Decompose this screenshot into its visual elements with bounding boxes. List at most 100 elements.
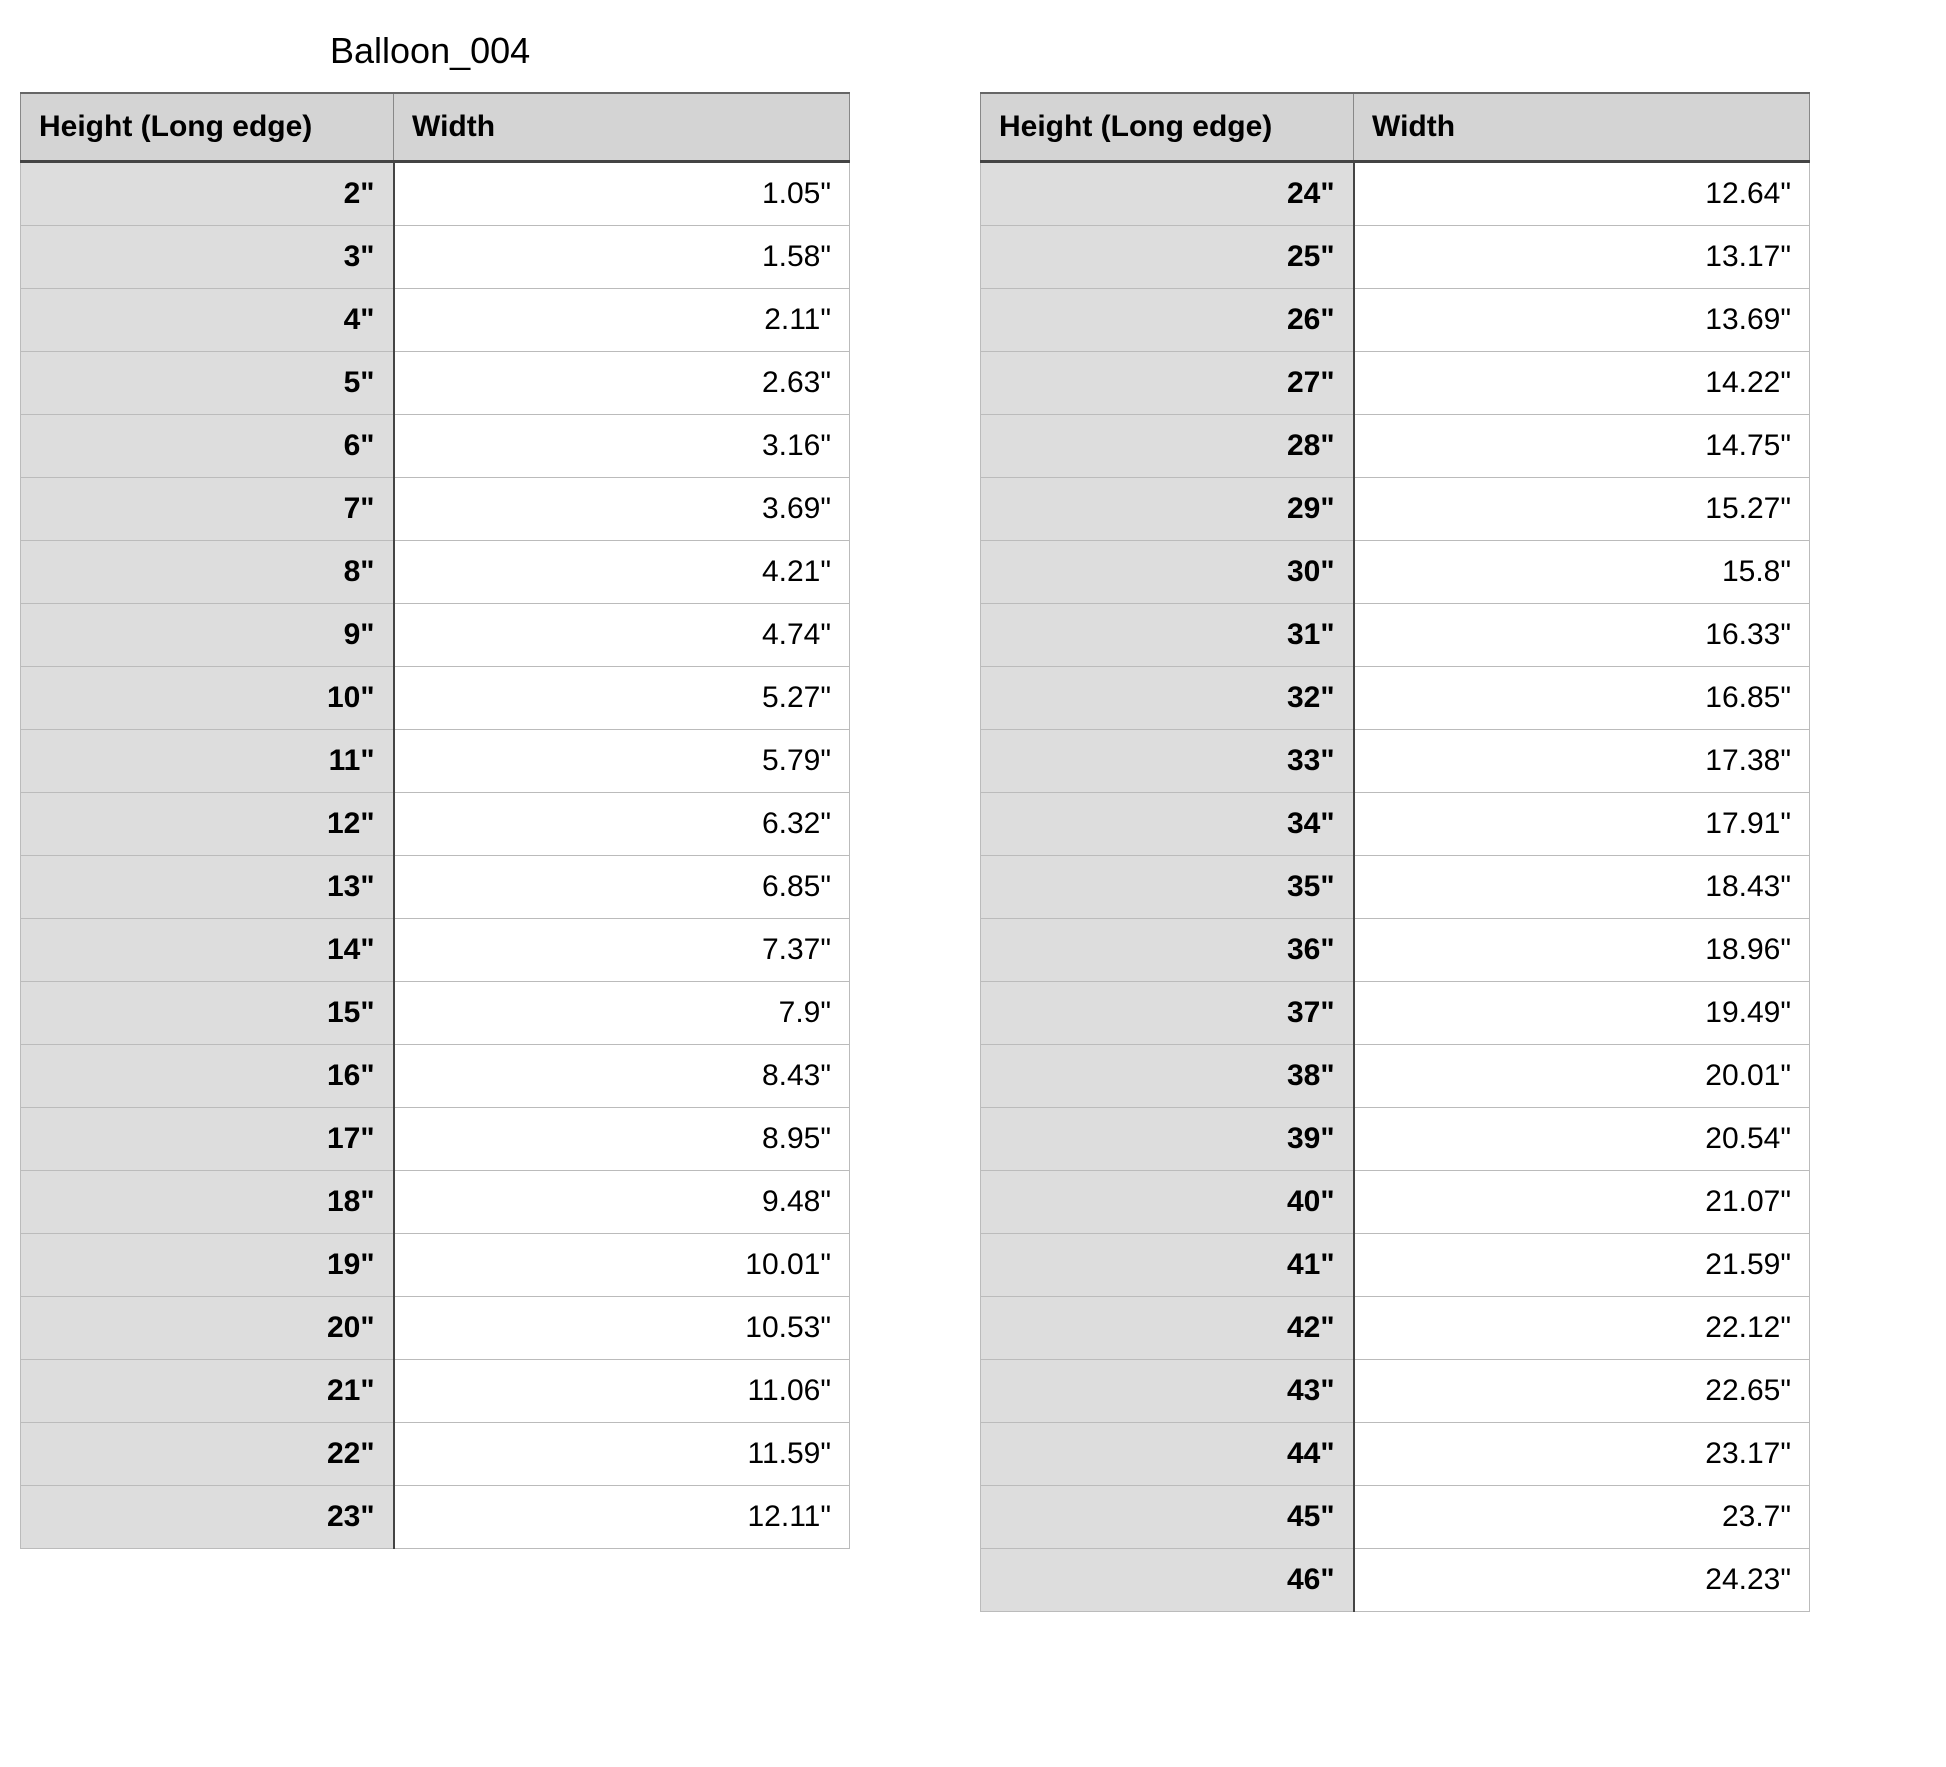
table-row: 43"22.65" bbox=[981, 1360, 1810, 1423]
table-row: 10"5.27" bbox=[21, 667, 850, 730]
height-cell: 18" bbox=[21, 1171, 394, 1234]
table-row: 37"19.49" bbox=[981, 982, 1810, 1045]
table-row: 23"12.11" bbox=[21, 1486, 850, 1549]
table-row: 42"22.12" bbox=[981, 1297, 1810, 1360]
width-cell: 14.75" bbox=[1354, 415, 1810, 478]
width-cell: 15.8" bbox=[1354, 541, 1810, 604]
height-cell: 12" bbox=[21, 793, 394, 856]
width-cell: 18.43" bbox=[1354, 856, 1810, 919]
table-row: 32"16.85" bbox=[981, 667, 1810, 730]
width-cell: 2.63" bbox=[394, 352, 850, 415]
width-cell: 24.23" bbox=[1354, 1549, 1810, 1612]
height-cell: 41" bbox=[981, 1234, 1354, 1297]
width-cell: 13.17" bbox=[1354, 226, 1810, 289]
width-cell: 3.16" bbox=[394, 415, 850, 478]
table-row: 39"20.54" bbox=[981, 1108, 1810, 1171]
width-cell: 7.37" bbox=[394, 919, 850, 982]
width-cell: 19.49" bbox=[1354, 982, 1810, 1045]
height-cell: 45" bbox=[981, 1486, 1354, 1549]
width-cell: 1.05" bbox=[394, 162, 850, 226]
height-cell: 31" bbox=[981, 604, 1354, 667]
table-row: 17"8.95" bbox=[21, 1108, 850, 1171]
table-row: 11"5.79" bbox=[21, 730, 850, 793]
height-cell: 5" bbox=[21, 352, 394, 415]
table-body-left: 2"1.05"3"1.58"4"2.11"5"2.63"6"3.16"7"3.6… bbox=[21, 162, 850, 1549]
height-cell: 7" bbox=[21, 478, 394, 541]
width-cell: 17.38" bbox=[1354, 730, 1810, 793]
height-cell: 23" bbox=[21, 1486, 394, 1549]
table-row: 31"16.33" bbox=[981, 604, 1810, 667]
width-cell: 14.22" bbox=[1354, 352, 1810, 415]
table-row: 34"17.91" bbox=[981, 793, 1810, 856]
width-cell: 7.9" bbox=[394, 982, 850, 1045]
table-row: 45"23.7" bbox=[981, 1486, 1810, 1549]
height-cell: 19" bbox=[21, 1234, 394, 1297]
height-cell: 25" bbox=[981, 226, 1354, 289]
height-cell: 14" bbox=[21, 919, 394, 982]
size-table-right: Height (Long edge) Width 24"12.64"25"13.… bbox=[980, 92, 1810, 1612]
table-row: 38"20.01" bbox=[981, 1045, 1810, 1108]
height-cell: 43" bbox=[981, 1360, 1354, 1423]
height-cell: 38" bbox=[981, 1045, 1354, 1108]
height-cell: 44" bbox=[981, 1423, 1354, 1486]
height-cell: 9" bbox=[21, 604, 394, 667]
height-cell: 42" bbox=[981, 1297, 1354, 1360]
width-cell: 10.53" bbox=[394, 1297, 850, 1360]
height-cell: 13" bbox=[21, 856, 394, 919]
table-row: 44"23.17" bbox=[981, 1423, 1810, 1486]
table-row: 14"7.37" bbox=[21, 919, 850, 982]
table-row: 35"18.43" bbox=[981, 856, 1810, 919]
table-header-row: Height (Long edge) Width bbox=[21, 93, 850, 162]
height-cell: 27" bbox=[981, 352, 1354, 415]
height-cell: 35" bbox=[981, 856, 1354, 919]
width-cell: 8.95" bbox=[394, 1108, 850, 1171]
width-cell: 12.11" bbox=[394, 1486, 850, 1549]
column-header-height: Height (Long edge) bbox=[21, 93, 394, 162]
height-cell: 29" bbox=[981, 478, 1354, 541]
column-header-width: Width bbox=[394, 93, 850, 162]
height-cell: 4" bbox=[21, 289, 394, 352]
height-cell: 24" bbox=[981, 162, 1354, 226]
table-row: 4"2.11" bbox=[21, 289, 850, 352]
table-row: 46"24.23" bbox=[981, 1549, 1810, 1612]
width-cell: 5.27" bbox=[394, 667, 850, 730]
width-cell: 6.32" bbox=[394, 793, 850, 856]
table-row: 27"14.22" bbox=[981, 352, 1810, 415]
width-cell: 13.69" bbox=[1354, 289, 1810, 352]
width-cell: 20.54" bbox=[1354, 1108, 1810, 1171]
table-row: 30"15.8" bbox=[981, 541, 1810, 604]
table-row: 9"4.74" bbox=[21, 604, 850, 667]
height-cell: 39" bbox=[981, 1108, 1354, 1171]
height-cell: 8" bbox=[21, 541, 394, 604]
tables-row: Height (Long edge) Width 2"1.05"3"1.58"4… bbox=[20, 92, 1926, 1612]
height-cell: 30" bbox=[981, 541, 1354, 604]
height-cell: 10" bbox=[21, 667, 394, 730]
table-row: 15"7.9" bbox=[21, 982, 850, 1045]
width-cell: 16.33" bbox=[1354, 604, 1810, 667]
width-cell: 11.59" bbox=[394, 1423, 850, 1486]
height-cell: 11" bbox=[21, 730, 394, 793]
table-row: 12"6.32" bbox=[21, 793, 850, 856]
height-cell: 28" bbox=[981, 415, 1354, 478]
width-cell: 23.17" bbox=[1354, 1423, 1810, 1486]
width-cell: 15.27" bbox=[1354, 478, 1810, 541]
height-cell: 17" bbox=[21, 1108, 394, 1171]
width-cell: 21.59" bbox=[1354, 1234, 1810, 1297]
width-cell: 2.11" bbox=[394, 289, 850, 352]
table-row: 5"2.63" bbox=[21, 352, 850, 415]
width-cell: 4.74" bbox=[394, 604, 850, 667]
height-cell: 46" bbox=[981, 1549, 1354, 1612]
width-cell: 4.21" bbox=[394, 541, 850, 604]
width-cell: 12.64" bbox=[1354, 162, 1810, 226]
height-cell: 34" bbox=[981, 793, 1354, 856]
height-cell: 16" bbox=[21, 1045, 394, 1108]
table-row: 33"17.38" bbox=[981, 730, 1810, 793]
width-cell: 16.85" bbox=[1354, 667, 1810, 730]
table-row: 25"13.17" bbox=[981, 226, 1810, 289]
table-row: 8"4.21" bbox=[21, 541, 850, 604]
height-cell: 20" bbox=[21, 1297, 394, 1360]
table-row: 3"1.58" bbox=[21, 226, 850, 289]
height-cell: 37" bbox=[981, 982, 1354, 1045]
height-cell: 3" bbox=[21, 226, 394, 289]
width-cell: 22.65" bbox=[1354, 1360, 1810, 1423]
